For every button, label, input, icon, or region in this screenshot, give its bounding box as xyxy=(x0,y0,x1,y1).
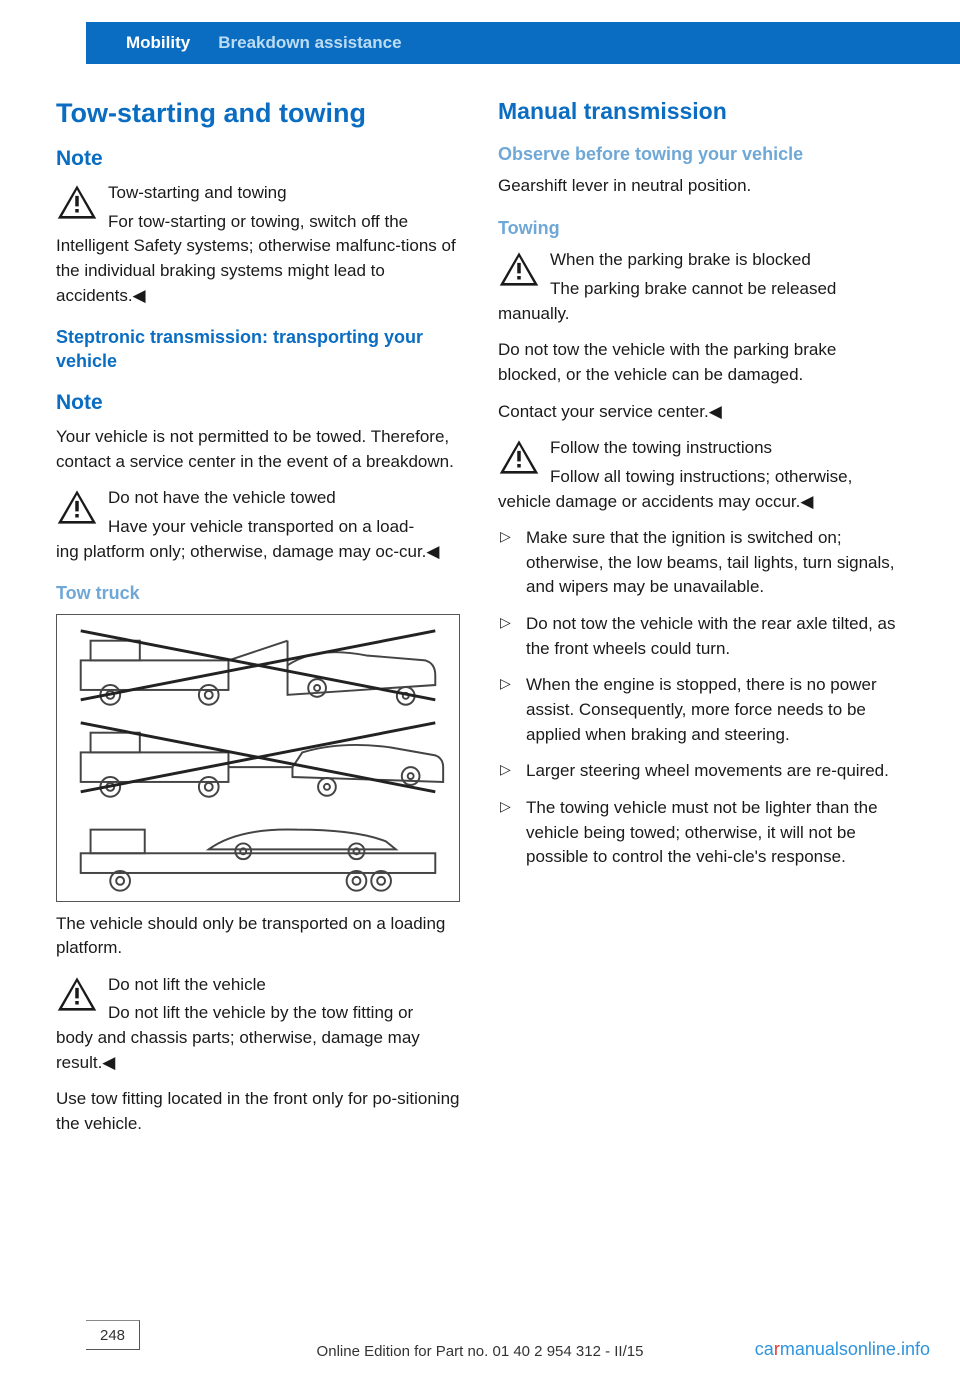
warning-body: body and chassis parts; otherwise, damag… xyxy=(56,1026,462,1075)
warning-block: Tow-starting and towing For tow-starting… xyxy=(56,181,462,308)
content-columns: Tow-starting and towing Note Tow-startin… xyxy=(0,64,960,1149)
warning-title: When the parking brake is blocked xyxy=(550,248,904,273)
warning-icon xyxy=(56,975,98,1013)
towing-list: Make sure that the ignition is switched … xyxy=(498,526,904,870)
warning-lead: Do not lift the vehicle by the tow fitti… xyxy=(108,1001,462,1026)
list-item: Larger steering wheel movements are re‐q… xyxy=(498,759,904,784)
warning-block: Do not have the vehicle towed Have your … xyxy=(56,486,462,564)
paragraph: Contact your service center.◀ xyxy=(498,400,904,425)
warning-title: Do not have the vehicle towed xyxy=(108,486,462,511)
right-column: Manual transmission Observe before towin… xyxy=(498,98,904,1149)
towtruck-figure xyxy=(56,614,460,902)
header-section: Mobility xyxy=(126,33,190,53)
page-title: Tow-starting and towing xyxy=(56,98,462,129)
warning-body: ing platform only; otherwise, damage may… xyxy=(56,540,462,565)
note2-body: Your vehicle is not permitted to be towe… xyxy=(56,425,462,474)
warning-block: Follow the towing instructions Follow al… xyxy=(498,436,904,514)
towtruck-caption: The vehicle should only be transported o… xyxy=(56,912,462,961)
towtruck-row-correct xyxy=(61,806,455,895)
warning-body: Intelligent Safety systems; otherwise ma… xyxy=(56,234,462,308)
observe-body: Gearshift lever in neutral position. xyxy=(498,174,904,199)
header-subsection: Breakdown assistance xyxy=(218,33,401,53)
steptronic-heading: Steptronic transmission: transporting yo… xyxy=(56,326,462,373)
page-number: 248 xyxy=(86,1320,140,1350)
warning-lead: For tow-starting or towing, switch off t… xyxy=(108,210,462,235)
watermark: carmanualsonline.info xyxy=(755,1339,930,1360)
list-item: Do not tow the vehicle with the rear axl… xyxy=(498,612,904,661)
left-column: Tow-starting and towing Note Tow-startin… xyxy=(56,98,462,1149)
warning-icon xyxy=(498,250,540,288)
tail-paragraph: Use tow fitting located in the front onl… xyxy=(56,1087,462,1136)
list-item: Make sure that the ignition is switched … xyxy=(498,526,904,600)
warning-icon xyxy=(498,438,540,476)
warning-block: When the parking brake is blocked The pa… xyxy=(498,248,904,326)
warning-icon xyxy=(56,488,98,526)
towtruck-heading: Tow truck xyxy=(56,582,462,605)
towing-heading: Towing xyxy=(498,217,904,240)
warning-body: vehicle damage or accidents may occur.◀ xyxy=(498,490,904,515)
warning-body: manually. xyxy=(498,302,904,327)
paragraph: Do not tow the vehicle with the parking … xyxy=(498,338,904,387)
warning-icon xyxy=(56,183,98,221)
note-heading: Note xyxy=(56,147,462,171)
header-bar: Mobility Breakdown assistance xyxy=(86,22,960,64)
warning-lead: Have your vehicle transported on a load‐ xyxy=(108,515,462,540)
note2-heading: Note xyxy=(56,391,462,415)
page: Mobility Breakdown assistance Tow-starti… xyxy=(0,22,960,1384)
manual-heading: Manual transmission xyxy=(498,98,904,125)
warning-lead: The parking brake cannot be released xyxy=(550,277,904,302)
footer-edition: Online Edition for Part no. 01 40 2 954 … xyxy=(317,1343,644,1360)
warning-title: Do not lift the vehicle xyxy=(108,973,462,998)
warning-block: Do not lift the vehicle Do not lift the … xyxy=(56,973,462,1076)
towtruck-row-wrong xyxy=(61,621,455,710)
list-item: When the engine is stopped, there is no … xyxy=(498,673,904,747)
warning-title: Tow-starting and towing xyxy=(108,181,462,206)
towtruck-row-wrong xyxy=(61,713,455,802)
warning-lead: Follow all towing instructions; otherwis… xyxy=(550,465,904,490)
warning-title: Follow the towing instructions xyxy=(550,436,904,461)
list-item: The towing vehicle must not be lighter t… xyxy=(498,796,904,870)
observe-heading: Observe before towing your vehicle xyxy=(498,143,904,166)
